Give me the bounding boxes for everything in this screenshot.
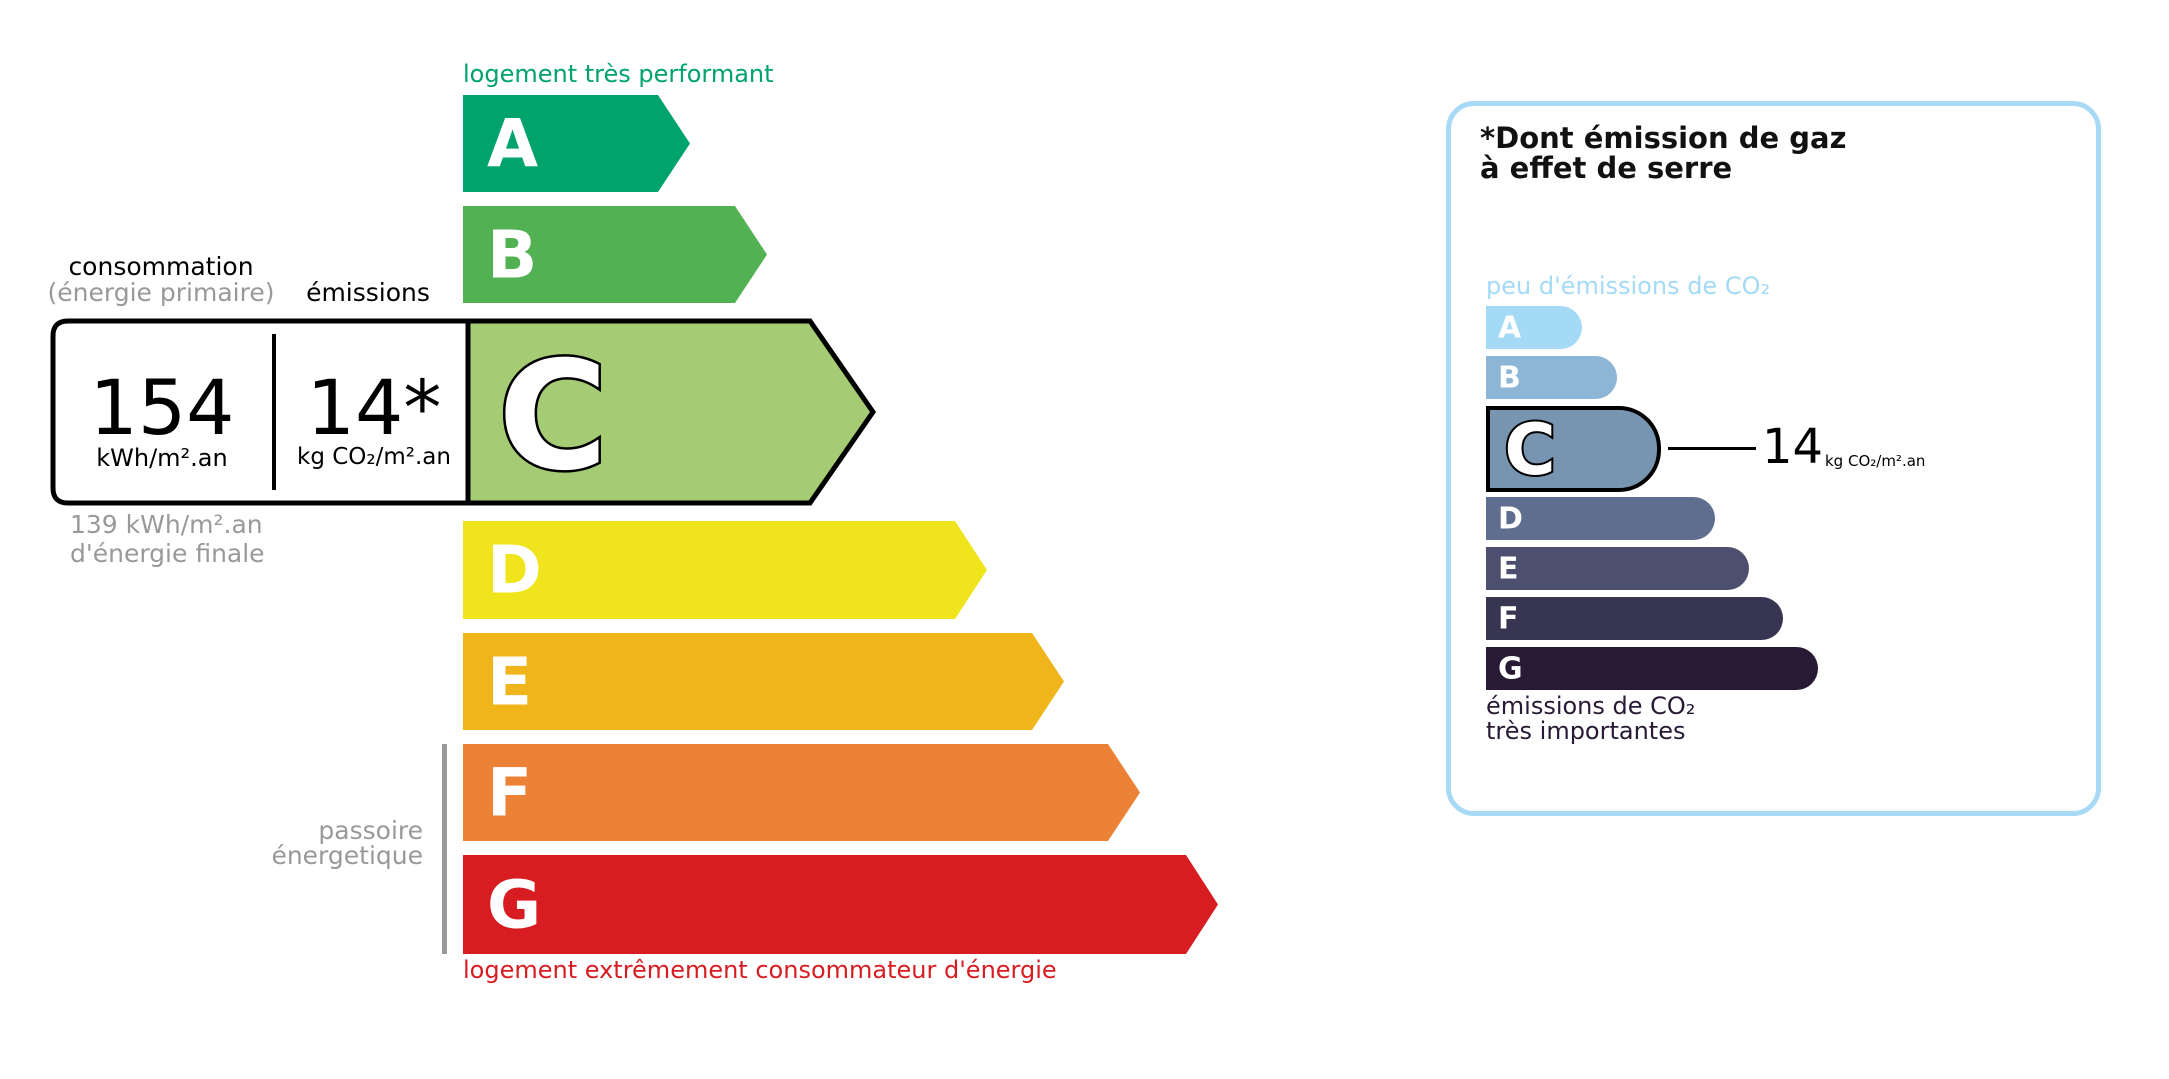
energy-bar-e-shape xyxy=(463,633,1064,730)
ges-panel xyxy=(1446,101,2101,816)
ges-top-label: peu d'émissions de CO₂ xyxy=(1486,272,1771,300)
ges-bottom-label-1: émissions de CO₂ xyxy=(1486,692,1696,720)
energy-bar-g-shape xyxy=(463,855,1218,954)
energy-bar-g: G xyxy=(463,855,1218,954)
value-box-shape xyxy=(50,318,471,506)
consumption-label: consommation xyxy=(68,252,254,281)
passoire-label-1: passoire xyxy=(318,816,423,845)
energy-bar-c-shape xyxy=(465,318,877,506)
energy-letter: B xyxy=(487,216,538,293)
ges-title-line1: *Dont émission de gaz xyxy=(1480,121,1847,155)
energy-letter: A xyxy=(487,105,539,182)
ges-bar-c: C xyxy=(1486,406,1661,492)
energy-bar-b-shape xyxy=(463,206,767,303)
energy-bar-e: E xyxy=(463,633,1064,730)
energy-letter: G xyxy=(487,866,542,943)
final-energy-value: 139 kWh/m².an xyxy=(70,510,263,539)
ges-letter: D xyxy=(1498,501,1523,536)
passoire-bracket xyxy=(442,744,447,954)
ges-letter: F xyxy=(1498,601,1519,636)
consumption-value: 154 xyxy=(89,363,235,452)
energy-letter: E xyxy=(487,643,533,720)
energy-bar-d: D xyxy=(463,521,987,619)
ges-bar-b: B xyxy=(1486,356,1617,399)
energy-bar-f-shape xyxy=(463,744,1140,841)
ges-letter: G xyxy=(1498,651,1523,686)
final-energy-label: d'énergie finale xyxy=(70,539,265,568)
ges-letter-c: C xyxy=(1504,410,1555,488)
emissions-value: 14* xyxy=(306,363,442,452)
emissions-label: émissions xyxy=(306,278,430,307)
ges-bar-f: F xyxy=(1486,597,1783,640)
ges-letter: E xyxy=(1498,551,1519,586)
bottom-label: logement extrêmement consommateur d'éner… xyxy=(463,956,1057,984)
ges-value: 14 xyxy=(1762,419,1824,475)
consumption-sublabel: (énergie primaire) xyxy=(47,278,275,307)
energy-bar-b: B xyxy=(463,206,767,303)
energy-current-class: C 154 kWh/m².an 14* kg CO₂/m².an xyxy=(50,318,878,506)
energy-bar-d-shape xyxy=(463,521,987,619)
ges-bar-d: D xyxy=(1486,497,1715,540)
energy-letter-c: C xyxy=(498,330,608,504)
ges-bar-a: A xyxy=(1486,306,1582,349)
energy-letter: F xyxy=(487,754,533,831)
ges-bar-g: G xyxy=(1486,647,1818,690)
energy-bar-a-shape xyxy=(463,95,690,192)
passoire-label-2: énergetique xyxy=(271,841,423,870)
consumption-unit: kWh/m².an xyxy=(96,444,228,472)
ges-bottom-label-2: très importantes xyxy=(1486,717,1686,745)
ges-letter: B xyxy=(1498,360,1521,395)
ges-pointer-line xyxy=(1668,447,1756,450)
ges-title-line2: à effet de serre xyxy=(1480,151,1733,185)
emissions-unit: kg CO₂/m².an xyxy=(297,444,451,470)
energy-bar-f: F xyxy=(463,744,1140,841)
ges-bar-e: E xyxy=(1486,547,1749,590)
energy-letter: D xyxy=(487,531,542,609)
ges-unit: kg CO₂/m².an xyxy=(1825,452,1926,470)
ges-letter: A xyxy=(1498,310,1522,345)
top-label: logement très performant xyxy=(463,60,774,88)
energy-bar-a: A xyxy=(463,95,690,192)
